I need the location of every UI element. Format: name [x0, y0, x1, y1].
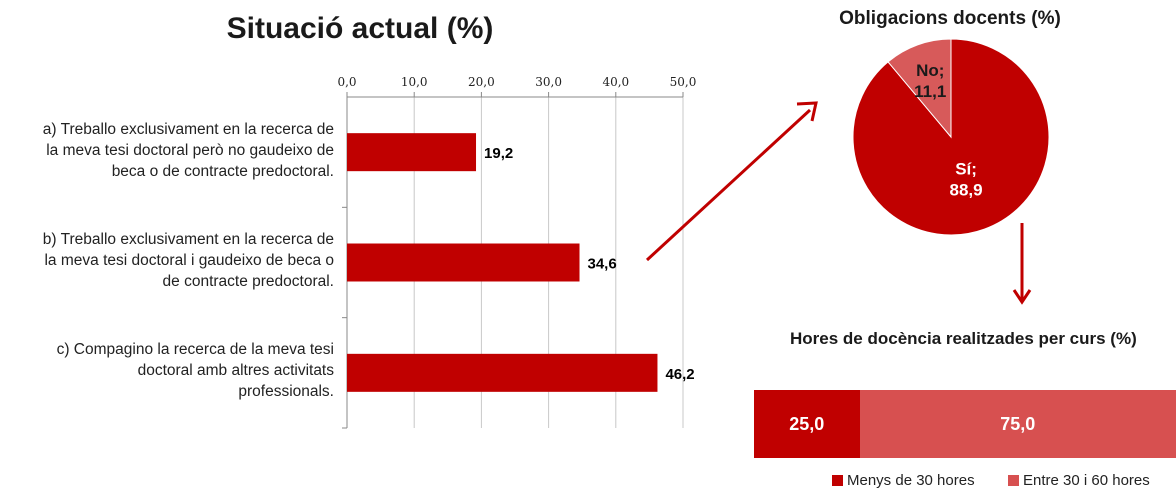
arrow-line [645, 108, 812, 262]
pie-slice-label: Sí; [955, 159, 977, 178]
arrow-head [1012, 289, 1032, 305]
x-tick-label: 20,0 [468, 75, 495, 89]
legend-item: Menys de 30 hores [832, 472, 975, 489]
bar-value-label: 46,2 [665, 366, 694, 383]
stacked-bar-value-label: 25,0 [789, 414, 825, 434]
pie-slice-value: 88,9 [950, 180, 983, 199]
bar-value-label: 34,6 [588, 256, 617, 273]
category-label-line: c) Compagino la recerca de la meva tesi [56, 341, 334, 359]
bar [347, 353, 658, 392]
legend-swatch [1008, 475, 1019, 486]
chart-title-obligacions: Obligacions docents (%) [839, 8, 1061, 29]
category-label-line: la meva tesi doctoral i gaudeixo de beca… [44, 252, 334, 269]
legend-label: Entre 30 i 60 hores [1023, 472, 1150, 489]
stacked-bar-segment [754, 390, 860, 458]
category-label-line: b) Treballo exclusivament en la recerca … [42, 231, 334, 248]
chart-title-hores: Hores de docència realitzades per curs (… [790, 329, 1137, 348]
x-tick-label: 40,0 [602, 75, 629, 89]
pie-slice-label: No; [916, 61, 944, 80]
bar [347, 133, 477, 172]
pie-slice-value: 11,1 [914, 82, 946, 101]
legend-swatch [832, 475, 843, 486]
stacked-bar-value-label: 75,0 [1000, 414, 1036, 434]
bar-value-label: 19,2 [484, 145, 513, 162]
x-tick-label: 0,0 [337, 75, 356, 89]
stacked-bar-segment [859, 390, 1176, 458]
bar [347, 243, 580, 282]
category-label-line: doctoral amb altres activitats [137, 362, 334, 380]
x-tick-label: 50,0 [670, 75, 697, 89]
pie-slice [887, 38, 952, 139]
chart-title-situacio: Situació actual (%) [226, 12, 494, 45]
legend-item: Entre 30 i 60 hores [1008, 472, 1150, 489]
category-label-line: professionals. [238, 383, 334, 401]
category-label: a) Treballo exclusivament en la recerca … [0, 119, 334, 182]
category-label-line: beca o de contracte predoctoral. [111, 162, 334, 180]
x-tick-label: 30,0 [535, 75, 562, 89]
category-label: c) Compagino la recerca de la meva tesi d… [0, 339, 334, 402]
category-label-line: la meva tesi doctoral però no gaudeixo d… [46, 141, 334, 159]
x-tick-label: 10,0 [401, 75, 428, 89]
category-label: b) Treballo exclusivament en la recerca … [0, 229, 334, 292]
legend-label: Menys de 30 hores [847, 472, 975, 489]
arrow-head [796, 101, 818, 122]
category-label-line: a) Treballo exclusivament en la recerca … [42, 120, 334, 138]
category-label-line: de contracte predoctoral. [162, 273, 334, 290]
